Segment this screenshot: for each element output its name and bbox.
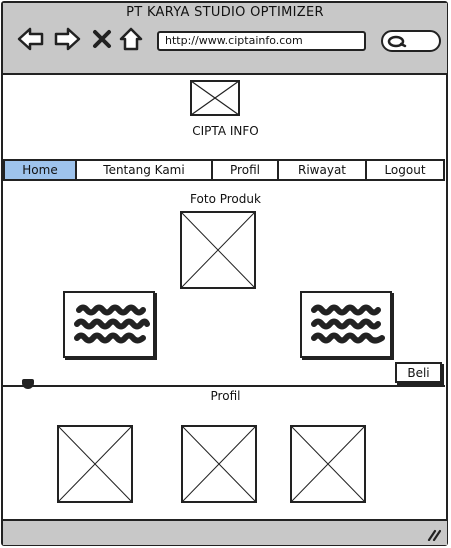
address-bar[interactable]: http://www.ciptainfo.com xyxy=(157,31,366,51)
search-icon xyxy=(387,35,407,48)
menu-item-tentang-kami[interactable]: Tentang Kami xyxy=(77,161,213,179)
text-scribble-icon xyxy=(311,304,385,344)
product-description-left xyxy=(63,291,155,358)
app-name: CIPTA INFO xyxy=(192,124,259,138)
menu-item-profil[interactable]: Profil xyxy=(213,161,279,179)
forward-arrow-icon[interactable] xyxy=(53,25,81,53)
profile-image-placeholder-2 xyxy=(181,425,257,503)
status-bar xyxy=(3,519,447,545)
text-scribble-icon xyxy=(74,304,150,344)
search-field[interactable] xyxy=(381,30,441,52)
product-section-title: Foto Produk xyxy=(190,192,261,206)
profile-section-title: Profil xyxy=(210,389,241,403)
section-divider xyxy=(3,385,445,387)
slider-handle[interactable] xyxy=(22,379,34,389)
product-image-placeholder xyxy=(180,211,256,289)
browser-toolbar: PT KARYA STUDIO OPTIMIZER http://www.cip… xyxy=(3,3,447,75)
profile-image-placeholder-1 xyxy=(57,425,133,503)
back-arrow-icon[interactable] xyxy=(17,25,45,53)
main-menu: Home Tentang Kami Profil Riwayat Logout xyxy=(3,159,445,181)
window-title: PT KARYA STUDIO OPTIMIZER xyxy=(126,5,324,20)
buy-button[interactable]: Beli xyxy=(395,362,442,383)
resize-grip-icon[interactable] xyxy=(427,529,441,541)
menu-item-logout[interactable]: Logout xyxy=(384,163,426,177)
profile-image-placeholder-3 xyxy=(290,425,366,503)
menu-item-riwayat[interactable]: Riwayat xyxy=(279,161,367,179)
close-icon[interactable] xyxy=(91,25,113,53)
menu-item-home[interactable]: Home xyxy=(5,161,77,179)
logo-image-placeholder xyxy=(190,80,240,116)
product-description-right xyxy=(300,291,392,358)
home-icon[interactable] xyxy=(117,25,145,53)
